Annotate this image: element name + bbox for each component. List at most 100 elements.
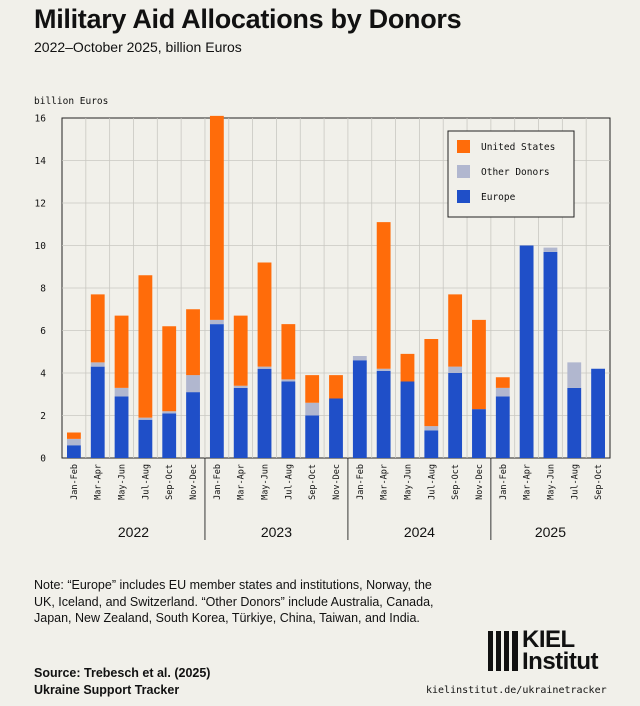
bar-united-states — [305, 375, 320, 403]
y-tick-label: 2 — [40, 411, 46, 422]
legend-label: United States — [481, 142, 555, 153]
bar-united-states — [376, 222, 391, 369]
x-tick-label: Jul-Aug — [141, 464, 151, 500]
bar-united-states — [472, 319, 486, 410]
bar-united-states — [114, 315, 129, 388]
legend-swatch — [457, 165, 470, 178]
x-tick-label: Sep-Oct — [594, 464, 604, 500]
bar-europe — [495, 396, 510, 458]
bar-united-states — [209, 115, 224, 320]
bar-other-donors — [186, 375, 200, 393]
x-tick-label: Jan-Feb — [499, 464, 509, 500]
bar-europe — [352, 360, 367, 458]
bar-europe — [67, 445, 81, 458]
x-tick-label: Mar-Apr — [380, 464, 390, 500]
bar-united-states — [257, 262, 272, 367]
bar-europe — [472, 409, 486, 458]
x-tick-label: Sep-Oct — [451, 464, 461, 500]
bar-united-states — [495, 377, 510, 388]
logo-text-institut: Institut — [522, 648, 598, 676]
bar-europe — [448, 373, 463, 458]
bar-other-donors — [305, 402, 320, 416]
bar-europe — [329, 398, 343, 458]
x-tick-label: Jul-Aug — [284, 464, 294, 500]
bar-europe — [424, 430, 439, 458]
page-title: Military Aid Allocations by Donors — [34, 4, 462, 34]
y-tick-label: 14 — [35, 156, 47, 167]
bar-other-donors — [495, 387, 510, 397]
legend-swatch — [457, 190, 470, 203]
x-tick-label: Mar-Apr — [523, 464, 533, 500]
y-tick-label: 12 — [35, 199, 46, 210]
x-tick-label: Nov-Dec — [189, 464, 199, 500]
logo-text-kiel: KIEL — [522, 626, 575, 653]
bar-europe — [376, 370, 391, 458]
bar-united-states — [400, 353, 415, 382]
year-label: 2023 — [261, 524, 292, 540]
bar-europe — [209, 324, 224, 458]
source-block: Source: Trebesch et al. (2025) Ukraine S… — [34, 665, 210, 699]
footnote: Note: “Europe” includes EU member states… — [34, 578, 434, 626]
bar-united-states — [281, 324, 296, 380]
bar-other-donors — [376, 368, 391, 371]
bar-europe — [400, 381, 415, 458]
legend-label: Other Donors — [481, 167, 550, 178]
x-tick-label: Sep-Oct — [165, 464, 175, 500]
bar-europe — [186, 392, 200, 458]
y-tick-label: 10 — [35, 241, 47, 252]
x-tick-label: May-Jun — [118, 464, 128, 500]
bar-united-states — [186, 309, 200, 376]
stacked-bar-chart: billion Euros 0 2 4 6 8 10 12 14 16 Jan-Feb Mar-Apr… — [34, 96, 611, 540]
bar-europe — [162, 413, 177, 458]
x-tick-label: Mar-Apr — [237, 464, 247, 500]
x-tick-label: May-Jun — [546, 464, 556, 500]
bar-other-donors — [233, 385, 248, 388]
bar-europe — [90, 366, 105, 458]
bar-other-donors — [448, 366, 463, 373]
x-tick-label: Nov-Dec — [475, 464, 485, 500]
bar-other-donors — [90, 362, 105, 367]
bar-united-states — [233, 315, 248, 386]
tracker-url[interactable]: kielinstitut.de/ukrainetracker — [426, 685, 607, 696]
bar-united-states — [448, 294, 463, 367]
legend-label: Europe — [481, 192, 516, 203]
kiel-institut-logo: KIEL Institut — [488, 626, 598, 676]
y-tick-label: 8 — [40, 284, 46, 295]
bar-europe — [138, 419, 153, 458]
source-tracker: Ukraine Support Tracker — [34, 682, 180, 697]
bar-united-states — [138, 275, 153, 418]
y-tick-label: 0 — [40, 454, 46, 465]
bar-other-donors — [114, 387, 129, 397]
bar-europe — [543, 251, 558, 458]
bar-other-donors — [352, 356, 367, 361]
legend-swatch — [457, 140, 470, 153]
bar-europe — [591, 368, 605, 458]
x-tick-label: May-Jun — [261, 464, 271, 500]
bar-other-donors — [209, 319, 224, 325]
page-subtitle: 2022–October 2025, billion Euros — [34, 39, 242, 55]
x-tick-label: Sep-Oct — [308, 464, 318, 500]
bar-united-states — [424, 339, 439, 427]
bar-europe — [519, 245, 534, 458]
bar-europe — [233, 387, 248, 458]
year-label: 2022 — [118, 524, 149, 540]
bar-europe — [257, 368, 272, 458]
bar-other-donors — [257, 366, 272, 369]
bar-europe — [114, 396, 129, 458]
x-tick-label: Jan-Feb — [70, 464, 80, 500]
x-tick-label: Mar-Apr — [94, 464, 104, 500]
bar-other-donors — [567, 362, 582, 388]
bar-other-donors — [543, 247, 558, 252]
bar-europe — [567, 387, 582, 458]
x-tick-label: Jan-Feb — [356, 464, 366, 500]
bar-united-states — [162, 326, 177, 412]
source-citation: Source: Trebesch et al. (2025) — [34, 666, 211, 680]
year-label: 2024 — [404, 524, 435, 540]
x-tick-label: Jul-Aug — [570, 464, 580, 500]
bar-other-donors — [67, 438, 81, 446]
bar-europe — [305, 415, 320, 458]
y-tick-label: 6 — [40, 326, 46, 337]
x-tick-label: Jul-Aug — [427, 464, 437, 500]
x-tick-label: Jan-Feb — [213, 464, 223, 500]
year-label: 2025 — [535, 524, 566, 540]
